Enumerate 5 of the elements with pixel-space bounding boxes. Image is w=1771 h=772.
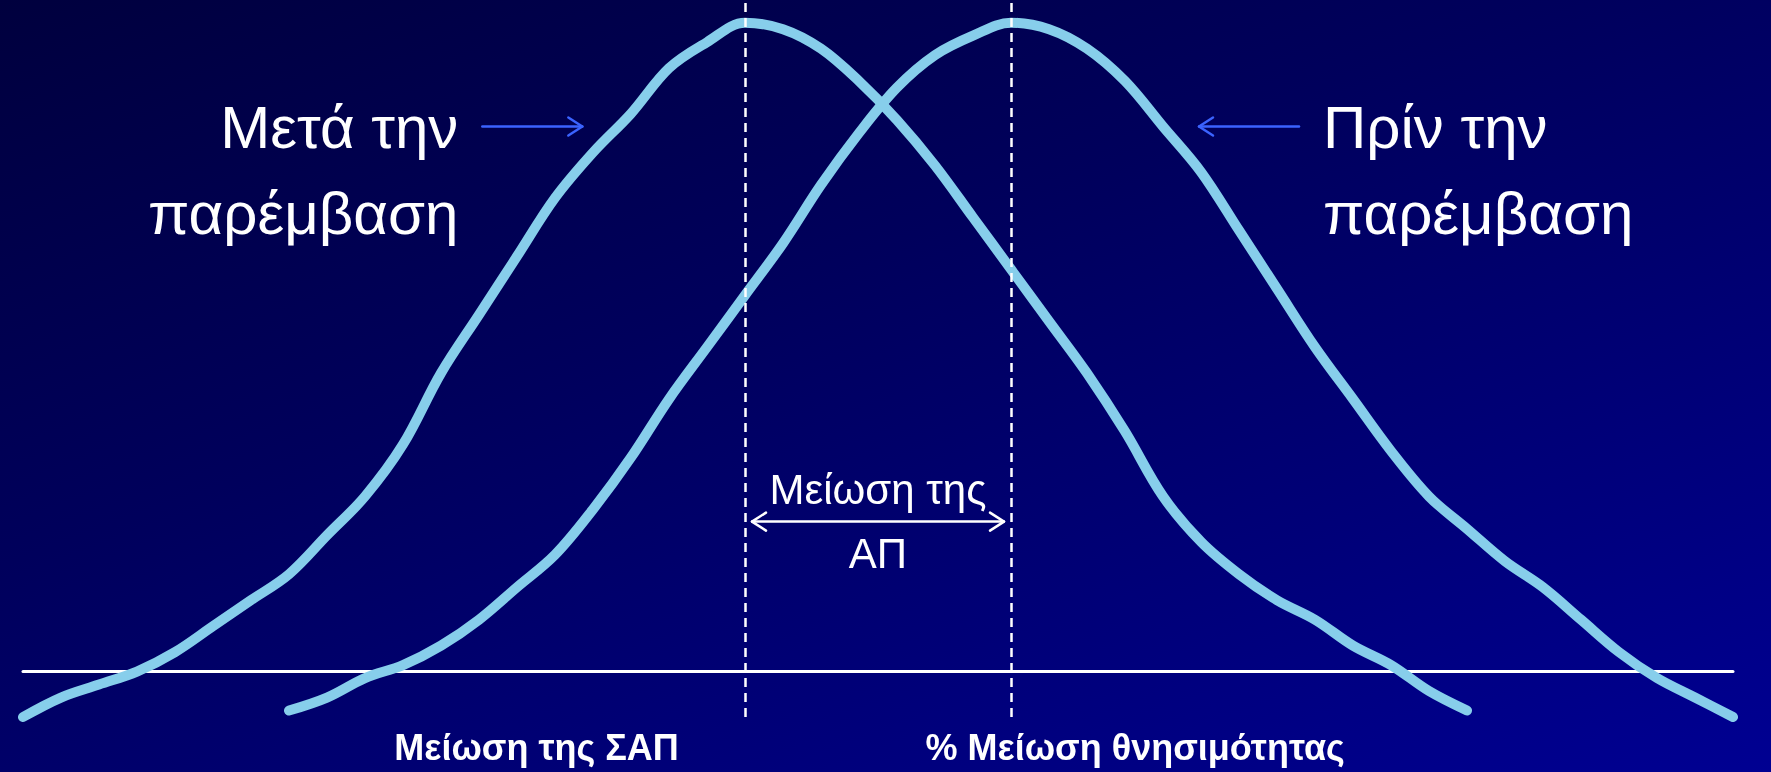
text: % Μείωση θνησιμότητας	[925, 727, 1345, 768]
annotation: Μείωση της ΑΠ	[769, 465, 987, 577]
text: Μείωση της ΣΑΠ	[394, 727, 679, 768]
series-label: Μετά την παρέμβαση	[148, 94, 459, 248]
series-label: Πρίν την παρέμβαση	[1323, 94, 1634, 248]
